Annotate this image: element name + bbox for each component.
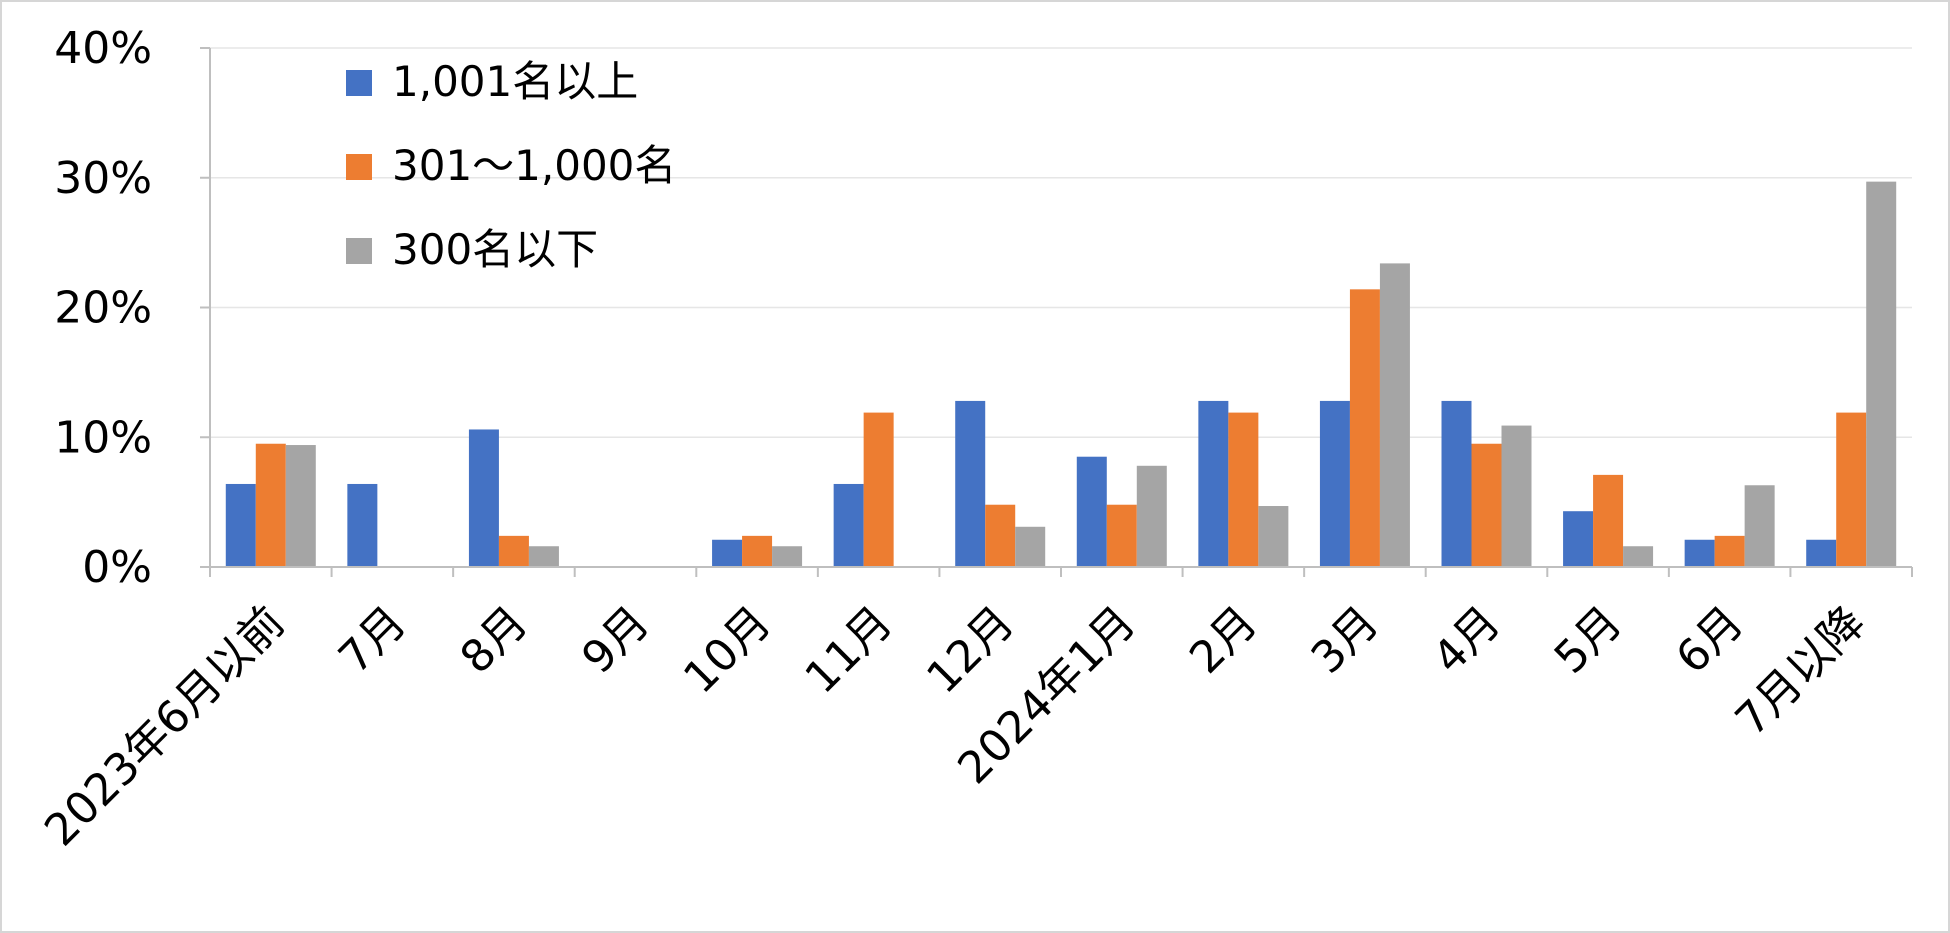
axes [200, 47, 1913, 577]
y-axis-tick-labels: 0% 10% 20% 30% 40% [54, 23, 152, 593]
bar [1563, 511, 1594, 567]
bar [1441, 400, 1472, 567]
bar [1866, 181, 1897, 567]
legend-swatch [346, 70, 372, 96]
x-category-label: 8月 [451, 597, 538, 684]
bar [347, 483, 378, 567]
bar [468, 429, 499, 567]
bar [1684, 539, 1715, 567]
x-category-label: 12月 [917, 597, 1024, 704]
bar [1744, 485, 1775, 567]
y-tick-label: 0% [82, 542, 152, 593]
x-category-label: 3月 [1302, 597, 1389, 684]
bar [1471, 443, 1502, 567]
bar [285, 445, 316, 567]
bar [1228, 412, 1259, 567]
bar [863, 412, 894, 567]
x-category-label: 6月 [1666, 597, 1753, 684]
x-category-label: 7月以降 [1726, 597, 1875, 746]
x-category-label: 5月 [1545, 597, 1632, 684]
legend-swatch [346, 238, 372, 264]
bar [528, 546, 559, 567]
bar [1106, 504, 1137, 567]
bar [1136, 465, 1167, 567]
bar [1501, 425, 1532, 567]
y-tick-label: 40% [54, 23, 152, 74]
bar [1806, 539, 1837, 567]
bar [955, 400, 986, 567]
bar [225, 483, 256, 567]
x-category-label: 11月 [796, 597, 903, 704]
legend-label: 300名以下 [392, 225, 598, 274]
y-tick-label: 10% [54, 412, 152, 463]
bar [1076, 456, 1107, 567]
legend: 1,001名以上 301～1,000名 300名以下 [346, 57, 676, 274]
bar [1714, 535, 1745, 567]
bar [498, 535, 529, 567]
x-category-label: 10月 [674, 597, 781, 704]
bar [1593, 474, 1624, 567]
bar [1349, 289, 1380, 567]
bars [225, 181, 1897, 567]
bar [255, 443, 286, 567]
bar [742, 535, 773, 567]
bar [1319, 400, 1350, 567]
x-category-label: 7月 [329, 597, 416, 684]
x-category-label: 2023年6月以前 [35, 597, 294, 856]
bar [1836, 412, 1867, 567]
bar [1198, 400, 1229, 567]
bar [1258, 506, 1289, 567]
y-tick-label: 30% [54, 153, 152, 204]
gridlines [210, 47, 1912, 438]
bar [985, 504, 1016, 567]
bar [1015, 526, 1046, 567]
y-tick-label: 20% [54, 283, 152, 334]
bar [1623, 546, 1654, 567]
x-category-label: 4月 [1423, 597, 1510, 684]
bar [712, 539, 743, 567]
legend-label: 301～1,000名 [392, 141, 676, 190]
x-category-label: 9月 [572, 597, 659, 684]
x-category-label: 2月 [1180, 597, 1267, 684]
bar [772, 546, 803, 567]
legend-label: 1,001名以上 [392, 57, 638, 106]
bar [833, 483, 864, 567]
bar [1379, 263, 1410, 567]
legend-swatch [346, 154, 372, 180]
